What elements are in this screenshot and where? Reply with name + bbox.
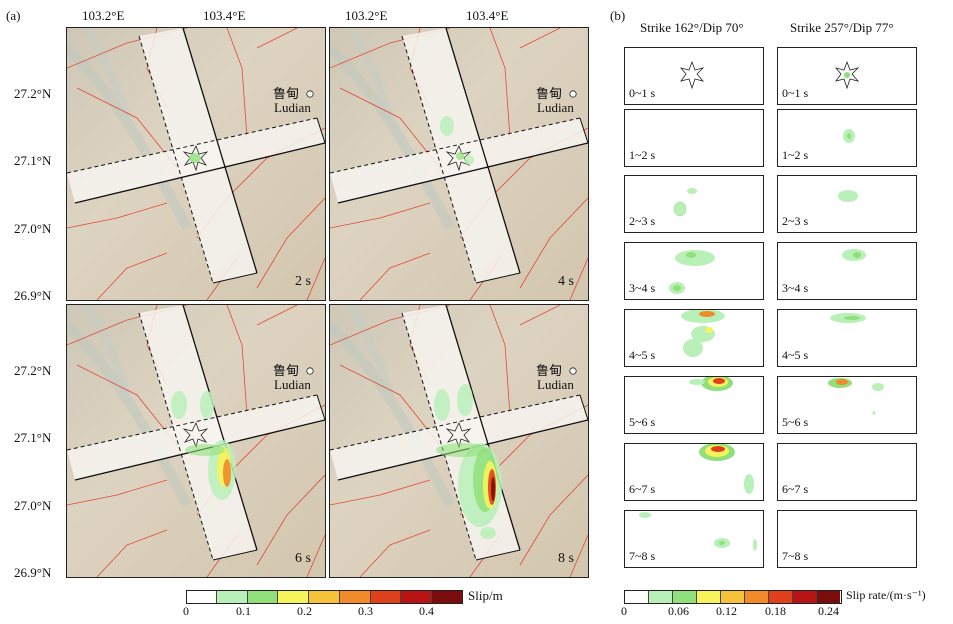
rate-cell-b-2: 2~3 s xyxy=(777,175,917,233)
interval-label: 5~6 s xyxy=(629,415,656,429)
rate-cell-a-4: 4~5 s xyxy=(624,309,764,367)
lat-label-271-top: 27.1°N xyxy=(14,153,52,168)
map-time-label: 4 s xyxy=(558,274,574,289)
interval-label: 2~3 s xyxy=(782,214,809,228)
slip-tick-4: 0.4 xyxy=(419,604,434,618)
map-4s: 鲁甸 Ludian 4 s xyxy=(329,27,589,301)
interval-label: 3~4 s xyxy=(629,281,656,295)
lat-label-270-bottom: 27.0°N xyxy=(14,498,52,513)
rate-cell-b-0: 0~1 s xyxy=(777,47,917,105)
map-6s: 鲁甸 Ludian 6 s xyxy=(66,304,326,578)
column-title-strike162: Strike 162°/Dip 70° xyxy=(640,20,744,35)
slip-bar-label: Slip/m xyxy=(468,588,503,603)
lon-label-1032-left: 103.2°E xyxy=(82,8,125,23)
city-label-en: Ludian xyxy=(274,100,311,115)
city-label-cn: 鲁甸 xyxy=(273,363,300,378)
slip-bin xyxy=(432,591,463,603)
interval-label: 1~2 s xyxy=(782,148,809,162)
city-label-cn: 鲁甸 xyxy=(536,363,563,378)
interval-label: 1~2 s xyxy=(629,148,656,162)
rate-cell-a-5: 5~6 s xyxy=(624,376,764,434)
rate-bar-label: Slip rate/(m·s⁻¹) xyxy=(846,588,926,602)
rate-cell-b-3: 3~4 s xyxy=(777,242,917,300)
rate-bin xyxy=(625,591,649,603)
interval-label: 7~8 s xyxy=(782,549,809,563)
column-title-strike257: Strike 257°/Dip 77° xyxy=(790,20,894,35)
slip-bin xyxy=(216,591,248,603)
rate-tick-1: 0.06 xyxy=(668,604,689,618)
interval-label: 6~7 s xyxy=(629,482,656,496)
lon-label-1034-left: 103.4°E xyxy=(203,8,246,23)
lon-label-1032-right: 103.2°E xyxy=(345,8,388,23)
rate-cell-a-2: 2~3 s xyxy=(624,175,764,233)
rate-bin xyxy=(721,591,745,603)
map-time-label: 8 s xyxy=(558,551,574,566)
slip-tick-1: 0.1 xyxy=(236,604,251,618)
rate-bin xyxy=(793,591,817,603)
rate-bin xyxy=(697,591,721,603)
rate-bin xyxy=(673,591,697,603)
slip-tick-2: 0.2 xyxy=(297,604,312,618)
rate-cell-b-7: 7~8 s xyxy=(777,510,917,568)
rate-cell-a-1: 1~2 s xyxy=(624,109,764,167)
interval-label: 5~6 s xyxy=(782,415,809,429)
lat-label-269-top: 26.9°N xyxy=(14,288,52,303)
city-label-en: Ludian xyxy=(537,377,574,392)
slip-tick-3: 0.3 xyxy=(358,604,373,618)
lat-label-270-top: 27.0°N xyxy=(14,221,52,236)
rate-bin xyxy=(769,591,793,603)
interval-label: 4~5 s xyxy=(629,348,656,362)
rate-cell-a-0: 0~1 s xyxy=(624,47,764,105)
interval-label: 6~7 s xyxy=(782,482,809,496)
city-label-cn: 鲁甸 xyxy=(273,86,300,101)
lon-label-1034-right: 103.4°E xyxy=(466,8,509,23)
rate-cell-b-5: 5~6 s xyxy=(777,376,917,434)
interval-label: 2~3 s xyxy=(629,214,656,228)
slip-bin xyxy=(278,591,310,603)
rate-tick-4: 0.24 xyxy=(818,604,839,618)
interval-label: 3~4 s xyxy=(782,281,809,295)
slip-tick-0: 0 xyxy=(183,604,189,618)
lat-label-272-bottom: 27.2°N xyxy=(14,363,52,378)
slip-bin xyxy=(309,591,340,603)
slip-bin xyxy=(187,591,217,603)
rate-bin xyxy=(649,591,673,603)
slip-rate-colorbar xyxy=(624,590,842,604)
interval-label: 7~8 s xyxy=(629,549,656,563)
city-label-cn: 鲁甸 xyxy=(536,86,563,101)
lat-label-269-bottom: 26.9°N xyxy=(14,565,52,580)
rate-bin xyxy=(817,591,840,603)
lat-label-271-bottom: 27.1°N xyxy=(14,430,52,445)
slip-colorbar xyxy=(186,590,463,604)
rate-cell-b-6: 6~7 s xyxy=(777,443,917,501)
slip-bin xyxy=(401,591,433,603)
map-2s: 鲁甸 Ludian 2 s xyxy=(66,27,326,301)
interval-label: 4~5 s xyxy=(782,348,809,362)
map-time-label: 6 s xyxy=(295,551,311,566)
slip-bin xyxy=(339,591,371,603)
panel-a-label: (a) xyxy=(6,8,21,23)
interval-label: 0~1 s xyxy=(629,86,656,100)
city-label-en: Ludian xyxy=(537,100,574,115)
map-8s: 鲁甸 Ludian 8 s xyxy=(329,304,589,578)
rate-tick-0: 0 xyxy=(621,604,627,618)
rate-cell-a-6: 6~7 s xyxy=(624,443,764,501)
slip-bin xyxy=(247,591,279,603)
rate-cell-a-3: 3~4 s xyxy=(624,242,764,300)
rate-tick-3: 0.18 xyxy=(765,604,786,618)
rate-cell-a-7: 7~8 s xyxy=(624,510,764,568)
lat-label-272-top: 27.2°N xyxy=(14,86,52,101)
rate-bin xyxy=(745,591,769,603)
rate-cell-b-4: 4~5 s xyxy=(777,309,917,367)
panel-b-label: (b) xyxy=(610,8,626,23)
rate-tick-2: 0.12 xyxy=(716,604,737,618)
slip-bin xyxy=(370,591,402,603)
city-label-en: Ludian xyxy=(274,377,311,392)
interval-label: 0~1 s xyxy=(782,86,809,100)
rate-cell-b-1: 1~2 s xyxy=(777,109,917,167)
map-time-label: 2 s xyxy=(295,274,311,289)
